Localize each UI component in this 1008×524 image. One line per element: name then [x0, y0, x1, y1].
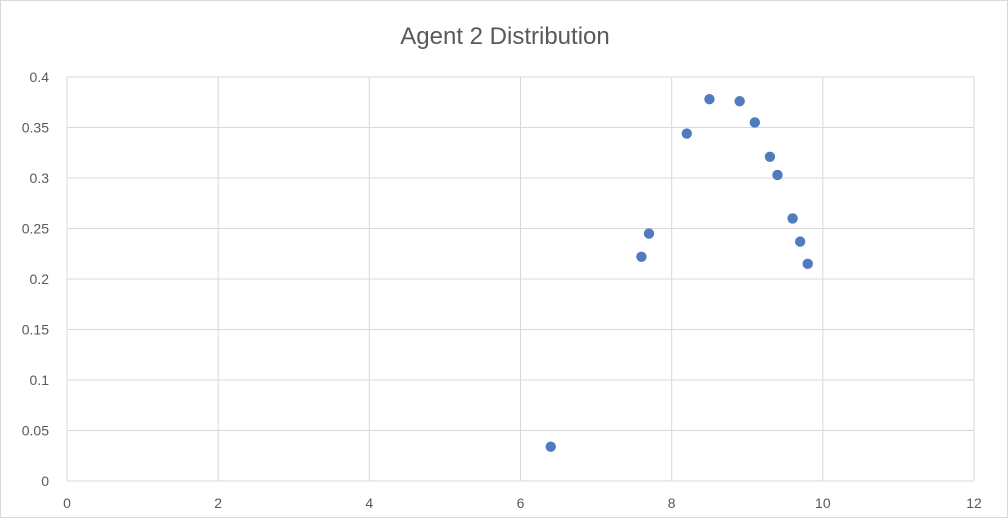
x-tick-label: 8	[668, 495, 676, 511]
data-point	[749, 117, 761, 128]
data-point	[787, 213, 798, 224]
x-axis-tick-labels: 0 2 4 6 8 10 12	[63, 495, 982, 511]
data-point	[794, 236, 806, 247]
x-tick-label: 4	[365, 495, 373, 511]
data-point	[643, 228, 655, 239]
x-tick-label: 2	[214, 495, 222, 511]
data-point	[764, 151, 776, 162]
y-tick-label: 0.05	[22, 423, 49, 439]
data-point	[734, 96, 745, 107]
y-tick-label: 0.4	[30, 69, 50, 85]
chart-title: Agent 2 Distribution	[400, 23, 609, 50]
y-tick-label: 0.15	[22, 322, 49, 338]
data-point	[545, 441, 556, 452]
data-point	[802, 258, 813, 270]
gridlines	[66, 76, 975, 482]
x-tick-label: 6	[517, 495, 525, 511]
x-tick-label: 10	[815, 495, 831, 511]
y-tick-label: 0.2	[30, 271, 50, 287]
data-point	[704, 94, 715, 105]
data-point	[681, 128, 692, 139]
data-point	[772, 169, 783, 181]
y-axis-tick-labels: 0 0.05 0.1 0.15 0.2 0.25 0.3 0.35 0.4	[22, 69, 49, 489]
y-tick-label: 0.1	[30, 372, 50, 388]
data-points	[545, 94, 813, 452]
y-tick-label: 0.25	[22, 221, 49, 237]
y-tick-label: 0	[41, 473, 49, 489]
y-tick-label: 0.3	[30, 170, 50, 186]
y-tick-label: 0.35	[22, 120, 49, 136]
data-point	[636, 251, 647, 262]
x-tick-label: 12	[966, 495, 982, 511]
x-tick-label: 0	[63, 495, 71, 511]
